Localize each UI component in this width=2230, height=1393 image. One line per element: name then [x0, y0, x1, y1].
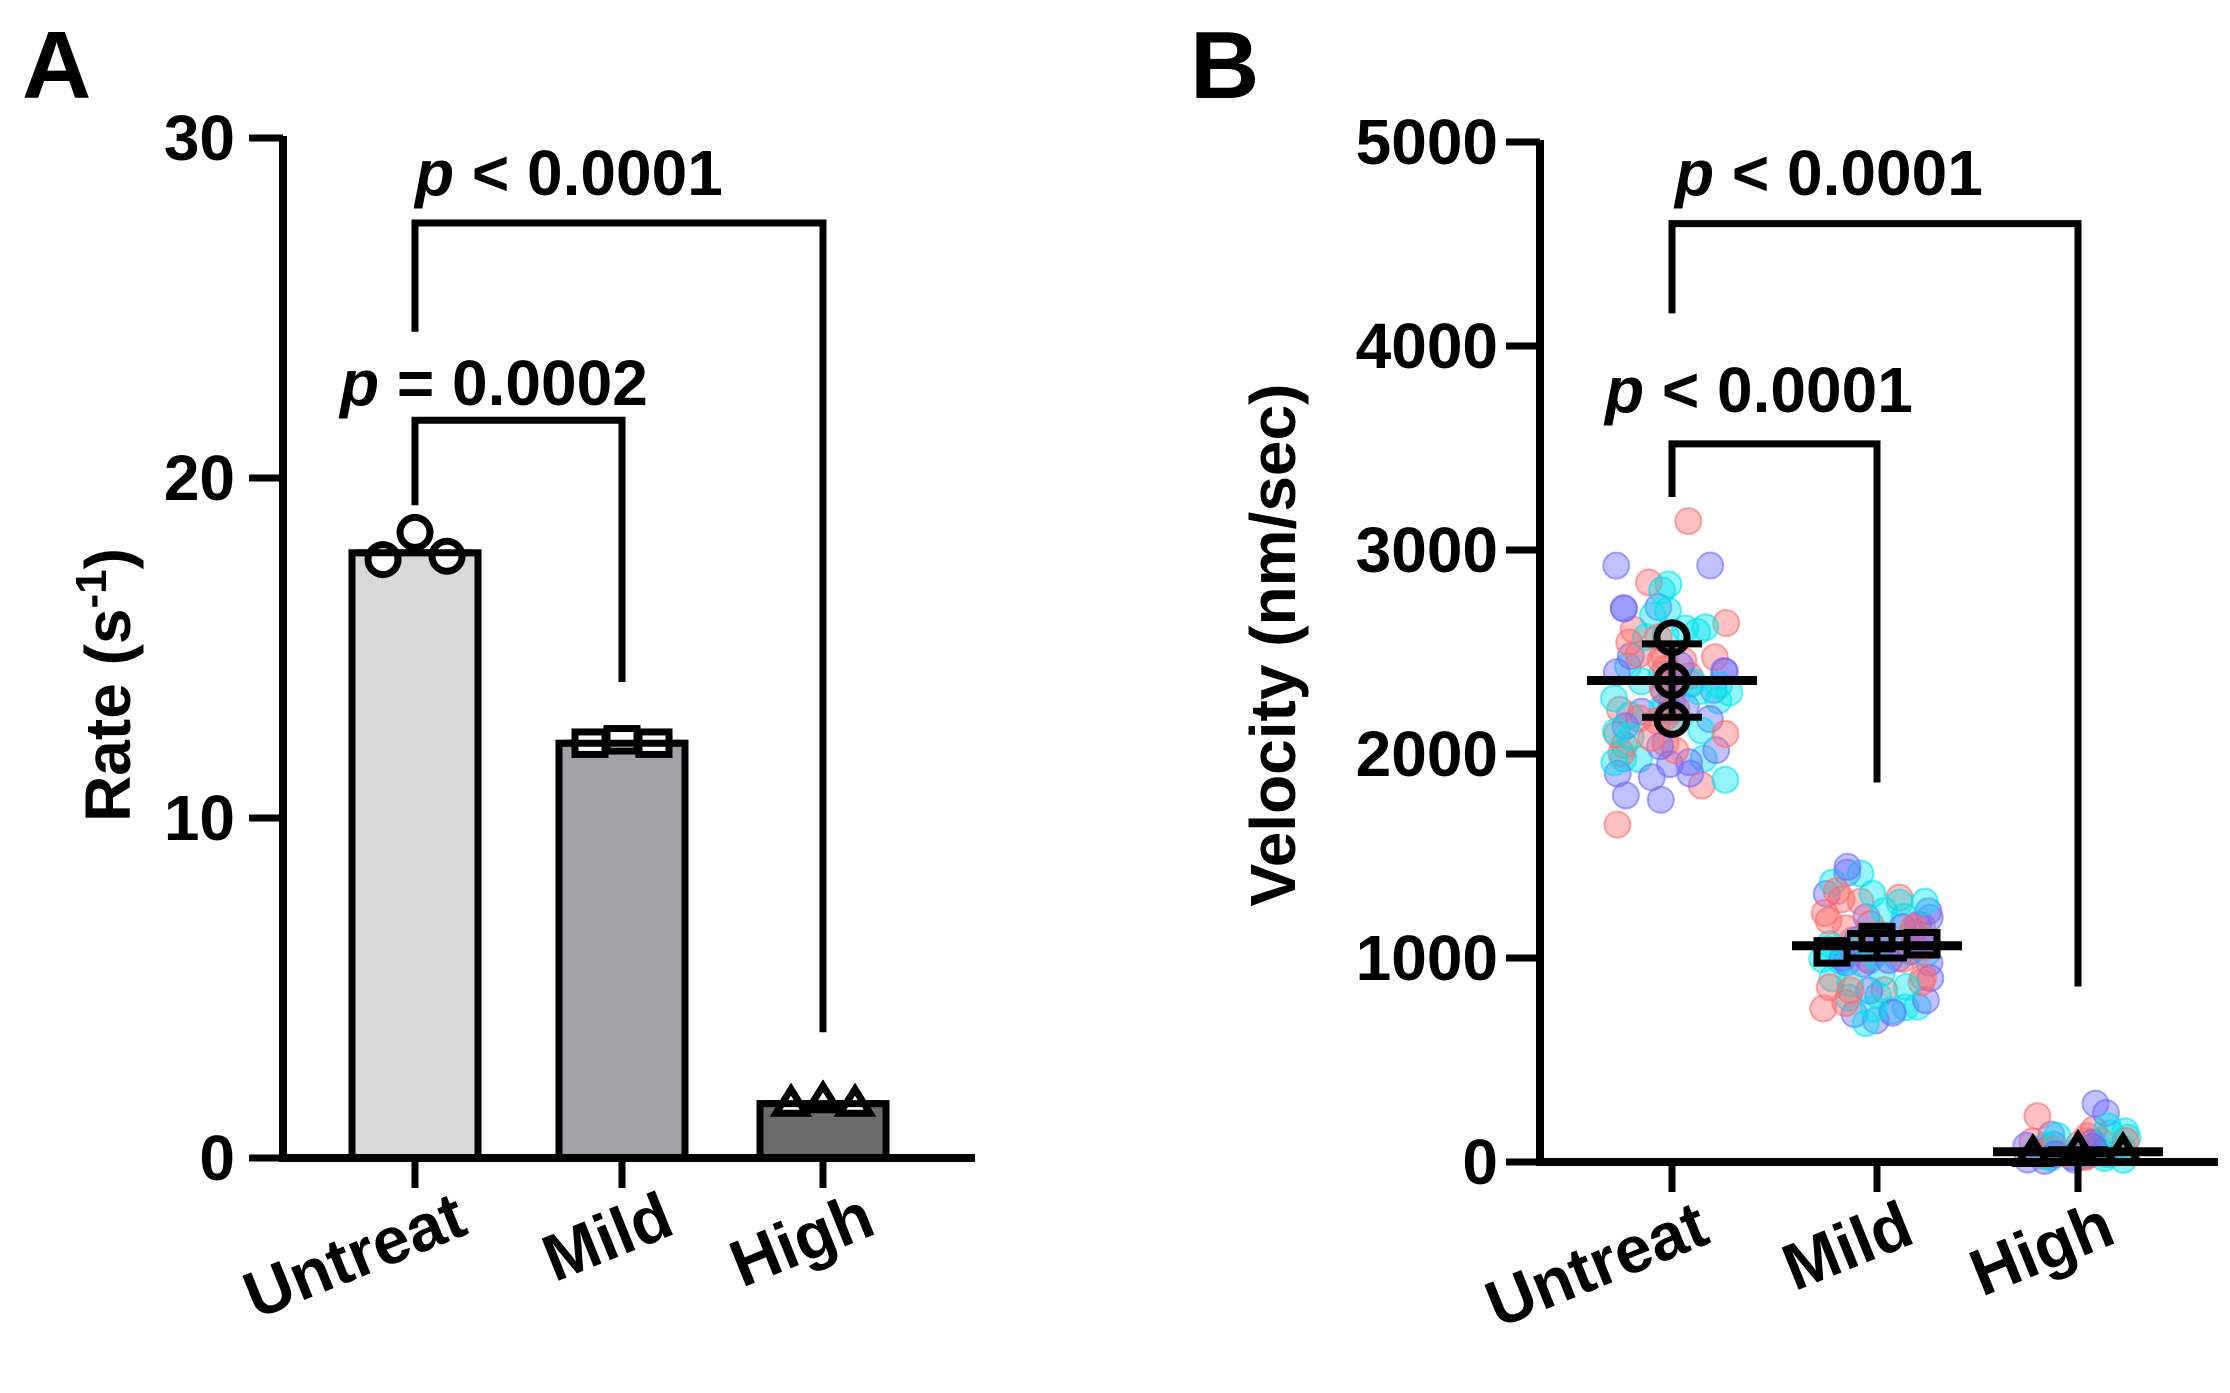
panel-b-data-point	[1638, 601, 1667, 630]
panel-a: A Rate (s-1) p = 0.0002 p < 0.0001 0 10 20 3…	[22, 12, 975, 1333]
panel-b-data-point	[1687, 716, 1716, 745]
panel-b-data-point	[1600, 684, 1629, 713]
panel-b-data-point	[1836, 976, 1865, 1005]
panel-b-p-value: p < 0.0001	[1673, 137, 1983, 209]
panel-b-data-point	[1615, 628, 1644, 657]
panel-b-data-point	[1827, 885, 1856, 914]
panel-a-point-untreat	[396, 513, 434, 551]
panel-b-data-point	[1814, 906, 1843, 935]
panel-a-y-tick-label: 0	[199, 1122, 235, 1194]
panel-b-y-tick-label: 1000	[1356, 922, 1498, 994]
panel-b-data-point	[1911, 986, 1940, 1015]
panel-b-category-label: Mild	[1772, 1186, 1922, 1304]
panel-b-data-point	[1609, 594, 1638, 623]
panel-a-p-value: p = 0.0002	[338, 347, 648, 419]
panel-b-data-point	[2081, 1089, 2110, 1118]
panel-a-point-untreat	[364, 541, 402, 579]
panel-b-data-point	[1637, 723, 1666, 752]
panel-a-p-value: p < 0.0001	[413, 137, 723, 209]
panel-b-data-point	[1711, 765, 1740, 794]
panel-b-data-point	[1600, 748, 1629, 777]
panel-a-bar-untreat	[348, 549, 482, 1162]
panel-b-y-axis-title: Velocity (nm/sec)	[1237, 384, 1309, 907]
panel-b-data-point	[1809, 994, 1838, 1023]
panel-b-data-point	[1700, 643, 1729, 672]
panel-b-data-point	[1910, 887, 1939, 916]
panel-b-data-point	[1859, 994, 1888, 1023]
panel-a-y-tick-label: 20	[164, 442, 235, 514]
panel-a-letter: A	[22, 12, 91, 119]
panel-b-data-point	[1674, 507, 1703, 536]
panel-b-data-point	[1634, 568, 1663, 597]
panel-a-category-label: High	[720, 1177, 884, 1301]
panel-b-data-point	[1711, 719, 1740, 748]
panel-b-data-point	[1602, 551, 1631, 580]
panel-b-data-point	[1603, 810, 1632, 839]
panel-b-data-point	[1616, 723, 1645, 752]
panel-b-data-point	[1851, 1009, 1880, 1038]
panel-b: B Velocity (nm/sec) p < 0.0001 p < 0.0001…	[1190, 12, 2218, 1342]
panel-a-category-label: Mild	[532, 1177, 682, 1295]
panel-b-category-label: High	[1960, 1186, 2124, 1310]
panel-b-data-point	[1691, 613, 1720, 642]
panel-b-data-point	[1858, 879, 1887, 908]
panel-b-y-tick-label: 3000	[1356, 514, 1498, 586]
panel-b-data-point	[1712, 609, 1741, 638]
panel-a-y-tick-label: 10	[164, 782, 235, 854]
panel-a-y-axis-title: Rate (s-1)	[67, 548, 144, 822]
panel-a-bar-mild	[555, 739, 689, 1162]
panel-a-category-label: Untreat	[233, 1177, 475, 1332]
panel-b-data-point	[1846, 859, 1875, 888]
panel-b-data-point	[1833, 852, 1862, 881]
panel-b-data-point	[1648, 576, 1677, 605]
panel-b-data-point	[1601, 717, 1630, 746]
panel-b-replicate-mean	[1813, 937, 1851, 967]
panel-b-data-point	[1702, 736, 1731, 765]
panel-b-y-tick-label: 5000	[1356, 106, 1498, 178]
panel-b-comparison-bracket	[1668, 440, 1881, 783]
panel-b-letter: B	[1190, 12, 1259, 119]
panel-b-data-point	[1637, 763, 1666, 792]
panel-b-p-value: p < 0.0001	[1603, 354, 1913, 426]
panel-b-category-label: Untreat	[1475, 1186, 1717, 1341]
panel-b-data-point	[1909, 963, 1938, 992]
panel-b-data-point	[1836, 969, 1865, 998]
panel-b-data-point	[2023, 1102, 2052, 1131]
panel-b-data-point	[1892, 972, 1921, 1001]
panel-b-replicate-mean	[1653, 619, 1691, 657]
panel-b-data-point	[1822, 877, 1851, 906]
panel-b-data-point	[2094, 1112, 2123, 1141]
panel-b-replicate-mean	[1653, 700, 1691, 738]
panel-a-comparison-bracket	[411, 416, 626, 682]
panel-b-data-point	[1676, 759, 1705, 788]
panel-b-data-point	[1611, 781, 1640, 810]
panel-b-data-point	[1696, 551, 1725, 580]
panel-b-comparison-bracket	[1668, 220, 2082, 987]
panel-b-y-tick-label: 0	[1462, 1126, 1498, 1198]
panel-a-comparison-bracket	[411, 219, 827, 1033]
panel-b-y-tick-label: 2000	[1356, 718, 1498, 790]
panel-b-y-tick-label: 4000	[1356, 310, 1498, 382]
panel-a-y-tick-label: 30	[164, 102, 235, 174]
